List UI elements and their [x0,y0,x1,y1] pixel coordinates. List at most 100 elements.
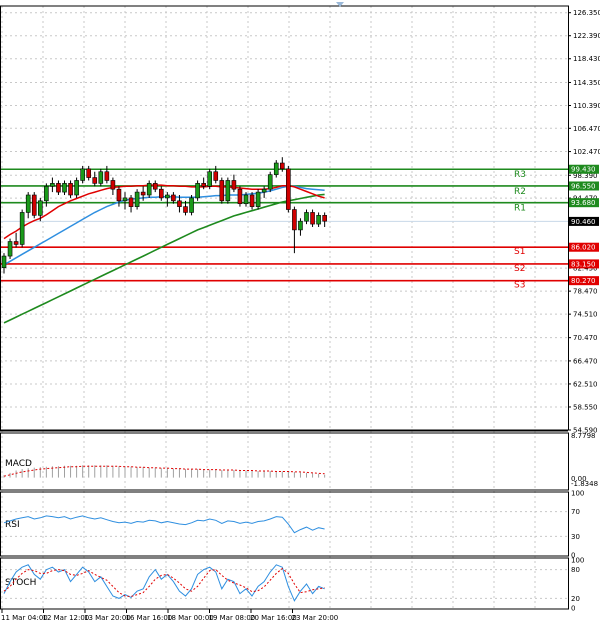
candle [7,238,13,259]
x-tick-label: 19 Mar 08:00 [209,614,256,622]
x-tick-label: 20 Mar 16:00 [250,614,297,622]
level-label-s2: S2 [514,264,525,274]
candle [231,174,237,193]
candle [310,209,315,227]
stoch-tick-label: 20 [571,595,580,603]
stoch-label: STOCH [5,578,36,588]
candle-body-up [316,215,321,225]
rsi-tick-label: 0 [571,552,575,560]
candle-body-up [80,168,85,181]
candle [189,195,194,216]
level-tag-r2: 96.550 [571,182,596,190]
ma-blue-line [3,185,325,266]
candle-body-up [74,180,79,196]
candle-body-down [183,206,188,213]
candle [273,160,279,178]
y-tick-label: 110.390 [573,102,600,110]
candle-body-up [98,171,104,184]
candle-body-down [92,177,98,184]
candle-body-down [68,183,73,196]
candle-body-down [116,188,122,202]
candle-body-down [201,183,206,187]
x-tick-label: 13 Mar 20:00 [84,614,131,622]
candle [292,206,297,254]
candle-body-up [304,212,309,222]
candle-body-down [237,188,243,205]
level-tag-bg [569,276,599,286]
level-tag-s1: 86.020 [571,244,596,252]
candle-body-up [267,174,273,190]
y-tick-label: 102.470 [573,148,600,156]
ma-green-line [3,193,325,324]
candle [267,171,273,193]
candle-body-up [50,183,55,187]
candle-body-down [249,194,255,207]
candle [249,192,255,210]
candle-body-down [110,180,116,190]
candle-body-up [243,194,249,205]
candle [279,157,285,172]
candle [207,168,212,190]
candle-body-up [62,183,67,193]
candle [104,165,110,184]
candle [152,180,158,193]
level-tag-r3: 99.430 [571,166,596,174]
candle [171,192,176,204]
candle [177,195,182,213]
candle [1,253,7,274]
candle [62,180,67,196]
candle [56,180,61,196]
candle [68,180,73,198]
candle-body-down [213,171,219,181]
candle [213,165,219,184]
level-label-r1: R1 [514,204,526,214]
candle [116,186,122,207]
candle [44,183,49,207]
candle-body-up [298,220,303,231]
candle [50,177,55,193]
x-tick-label: 16 Mar 16:00 [126,614,173,622]
y-tick-label: 54.590 [573,427,598,435]
y-tick-label: 62.510 [573,380,598,388]
rsi-label: RSI [5,520,20,530]
candle-body-down [279,162,285,170]
candle-body-down [152,183,158,190]
level-tag-bg [569,164,599,174]
y-tick-label: 78.470 [573,288,598,296]
candle-body-up [7,241,13,257]
candle-body-up [134,191,140,207]
candle-body-up [261,188,267,193]
candle [316,212,321,227]
candle [195,180,200,201]
y-tick-label: 106.470 [573,125,600,133]
y-tick-label: 114.350 [573,79,600,87]
macd-label: MACD [5,459,32,469]
level-tag-bg [569,181,599,191]
candle-body-up [195,183,200,199]
candle-body-down [56,183,61,193]
candle-body-down [159,188,164,199]
level-label-r3: R3 [514,170,526,180]
candle [183,200,188,216]
level-label-s3: S3 [514,281,525,291]
candle [74,177,79,198]
candle-body-up [189,197,194,213]
candle [31,192,37,219]
candle [80,165,85,184]
candle-body-up [37,200,43,216]
grid [0,6,568,609]
rsi-line [3,515,325,534]
candle [37,197,43,222]
candle [159,186,164,201]
ma-red-line [3,184,325,240]
candle-body-up [225,180,231,202]
macd-tick-label: 8.7798 [571,432,596,440]
x-tick-label: 12 Mar 12:00 [43,614,90,622]
level-label-s1: S1 [514,247,525,257]
y-tick-label: 82.430 [573,265,598,273]
y-tick-label: 66.470 [573,357,598,365]
candle-body-up [19,212,25,245]
candle-body-up [25,194,31,213]
candle-body-down [128,197,134,207]
